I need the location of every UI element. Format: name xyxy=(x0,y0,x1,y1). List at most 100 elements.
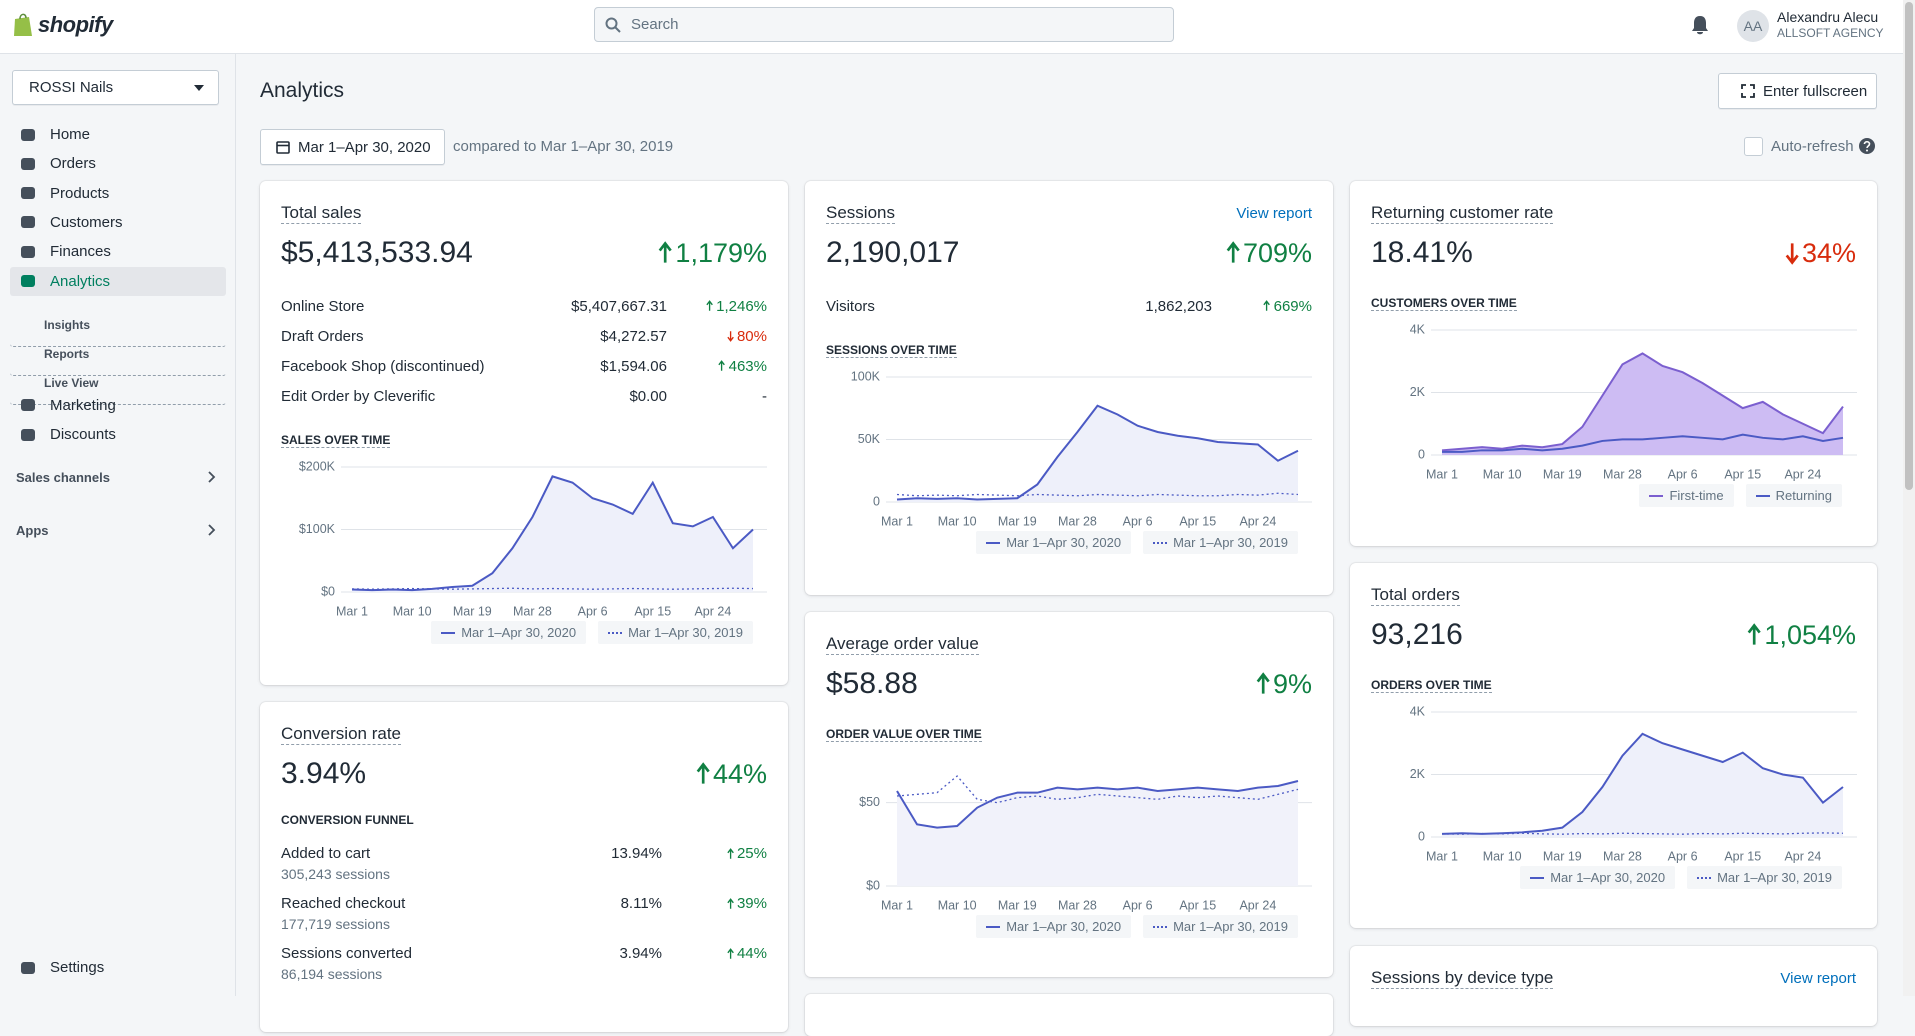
change-value: 34% xyxy=(1801,237,1856,268)
line xyxy=(1441,732,1844,835)
breakdown-row: Visitors 1,862,203 669% xyxy=(826,291,1312,321)
arrow-shape xyxy=(706,300,713,311)
nav-item[interactable]: Finances xyxy=(10,237,226,266)
nav-subitem[interactable]: Reports xyxy=(10,347,226,377)
funnel-value: 13.94% xyxy=(611,845,662,862)
nav-subitem[interactable]: Live View xyxy=(10,376,226,406)
view-report-link[interactable]: View report xyxy=(1236,204,1312,222)
x-tick-label: Apr 24 xyxy=(1239,898,1276,912)
change: 44% xyxy=(662,945,767,962)
chart-title: SALES OVER TIME xyxy=(281,433,391,448)
legend-swatch xyxy=(441,631,456,634)
scrollbar xyxy=(1903,0,1915,996)
metric-value: 2,190,017 xyxy=(826,236,960,269)
x-tick-label: Apr 15 xyxy=(1179,898,1216,912)
chevron-shape xyxy=(208,471,216,483)
icon-shape xyxy=(21,128,35,141)
help-icon[interactable] xyxy=(1858,137,1876,155)
legend-item[interactable]: Mar 1–Apr 30, 2019 xyxy=(1143,531,1298,554)
view-report-link[interactable]: View report xyxy=(1780,969,1856,987)
nav-item[interactable]: Orders xyxy=(10,149,226,178)
line xyxy=(896,404,1299,501)
nav-subitem[interactable]: Insights xyxy=(10,318,226,347)
nav-item[interactable]: Home xyxy=(10,120,226,149)
card-title: Conversion rate xyxy=(281,723,402,745)
x-tick-label: Mar 1 xyxy=(1426,849,1458,863)
search-placeholder: Search xyxy=(631,16,679,33)
x-tick-label: Apr 24 xyxy=(1784,467,1821,481)
x-tick-label: Mar 10 xyxy=(1483,467,1522,481)
area xyxy=(897,405,1298,502)
metric-value: 93,216 xyxy=(1371,618,1463,651)
change: 709% xyxy=(1226,238,1312,269)
nav-section[interactable]: Apps xyxy=(16,520,216,540)
nav-item[interactable]: Customers xyxy=(10,208,226,237)
logo-icon xyxy=(14,13,32,36)
legend-item[interactable]: Mar 1–Apr 30, 2019 xyxy=(1143,915,1298,938)
card: Sessions by device type View report xyxy=(1350,946,1877,1026)
icon-shape xyxy=(21,216,35,229)
card-title: Total sales xyxy=(281,202,362,224)
row-value: $1,594.06 xyxy=(600,357,667,375)
user-info[interactable]: Alexandru Alecu ALLSOFT AGENCY xyxy=(1777,9,1883,41)
x-tick-label: Apr 6 xyxy=(1668,849,1698,863)
change-arrow xyxy=(1256,672,1270,694)
card-header: Sessions by device type View report xyxy=(1371,967,1856,989)
bell-icon[interactable] xyxy=(1691,15,1709,35)
card-header: Average order value xyxy=(826,633,1312,655)
date-range-button[interactable]: Mar 1–Apr 30, 2020 xyxy=(260,129,445,165)
legend-swatch xyxy=(986,541,1001,544)
nav-icon xyxy=(21,245,35,258)
card-header: Total orders xyxy=(1371,584,1856,606)
logo[interactable]: shopify xyxy=(12,12,113,38)
store-selector[interactable]: ROSSI Nails xyxy=(12,70,219,105)
legend-item[interactable]: Returning xyxy=(1745,484,1842,507)
change: 25% xyxy=(662,845,767,862)
change: 463% xyxy=(667,358,767,375)
change-value: 463% xyxy=(728,357,767,375)
search-box[interactable]: Search xyxy=(594,7,1174,42)
auto-refresh-label: Auto-refresh xyxy=(1771,138,1854,155)
legend-item[interactable]: Mar 1–Apr 30, 2020 xyxy=(976,915,1132,938)
fullscreen-button[interactable]: Enter fullscreen xyxy=(1718,73,1877,109)
checkbox[interactable] xyxy=(1744,137,1763,156)
sidebar xyxy=(0,54,236,996)
avatar[interactable]: AA xyxy=(1737,10,1769,42)
funnel-sessions: 305,243 sessions xyxy=(281,866,390,882)
metric-value: $5,413,533.94 xyxy=(281,236,473,269)
card: Sessions View report 2,190,017 709% Visitors… xyxy=(805,181,1333,595)
card-header: Returning customer rate xyxy=(1371,202,1856,224)
nav-item[interactable]: Marketing xyxy=(10,391,226,420)
x-tick-label: Mar 28 xyxy=(1058,898,1097,912)
row-value: $4,272.57 xyxy=(600,327,667,345)
nav-item[interactable]: Products xyxy=(10,179,226,208)
nav-item[interactable]: Discounts xyxy=(10,420,226,449)
legend-item[interactable]: Mar 1–Apr 30, 2020 xyxy=(431,621,587,644)
change-value: 9% xyxy=(1272,668,1312,699)
legend-item[interactable]: Mar 1–Apr 30, 2019 xyxy=(1687,866,1842,889)
x-tick-label: Mar 1 xyxy=(1426,467,1458,481)
legend-item[interactable]: Mar 1–Apr 30, 2020 xyxy=(976,531,1132,554)
x-tick-label: Mar 10 xyxy=(938,514,977,528)
scroll-thumb[interactable] xyxy=(1905,2,1913,490)
legend-item[interactable]: Mar 1–Apr 30, 2019 xyxy=(598,621,753,644)
nav-section[interactable]: Sales channels xyxy=(16,467,216,487)
breakdown: Online Store $5,407,667.31 1,246% Draft Ord… xyxy=(281,291,767,411)
breakdown-row: Facebook Shop (discontinued) $1,594.06 463… xyxy=(281,351,767,381)
line-chart: 0 2K 4K Mar 1 Mar 10 Mar 19 Mar 28 Apr 6 Apr 15 A… xyxy=(1410,704,1857,863)
nav-icon xyxy=(21,275,35,287)
change-value: 1,179% xyxy=(675,237,767,268)
change-arrow xyxy=(658,241,672,263)
y-tick-label: 2K xyxy=(1410,767,1426,781)
legend: Mar 1–Apr 30, 2020 Mar 1–Apr 30, 2019 xyxy=(826,915,1312,938)
y-tick-label: $50 xyxy=(859,795,880,809)
nav-icon xyxy=(21,428,35,441)
nav-item[interactable]: Settings xyxy=(10,953,226,982)
nav-item[interactable]: Analytics xyxy=(10,266,226,296)
breakdown-row: Online Store $5,407,667.31 1,246% xyxy=(281,291,767,321)
arrow-shape xyxy=(718,360,726,371)
legend-item[interactable]: First-time xyxy=(1639,484,1734,507)
arrow-shape xyxy=(727,947,734,959)
legend-item[interactable]: Mar 1–Apr 30, 2020 xyxy=(1520,866,1676,889)
metric: 3.94% 44% xyxy=(281,753,767,795)
